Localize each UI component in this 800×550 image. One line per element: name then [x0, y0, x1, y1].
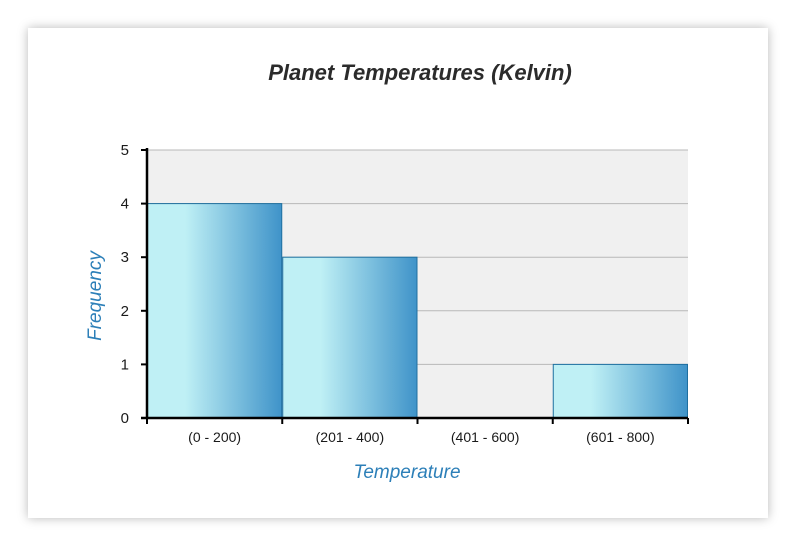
histogram-bar: [282, 256, 418, 419]
y-tick-label: 1: [121, 356, 129, 373]
histogram-bar: [147, 203, 283, 419]
x-tick-label: (201 - 400): [316, 429, 384, 445]
y-tick-label: 0: [121, 410, 129, 427]
chart-title: Planet Temperatures (Kelvin): [268, 60, 572, 85]
histogram-bar: [552, 363, 688, 419]
x-axis-label: Temperature: [353, 462, 461, 483]
y-tick-label: 3: [121, 249, 129, 266]
y-tick-label: 5: [121, 142, 129, 159]
x-tick-label: (0 - 200): [188, 429, 241, 445]
y-tick-label: 2: [121, 303, 129, 320]
x-tick-label: (601 - 800): [586, 429, 654, 445]
y-tick-label: 4: [121, 196, 129, 213]
x-tick-label: (401 - 600): [451, 429, 519, 445]
